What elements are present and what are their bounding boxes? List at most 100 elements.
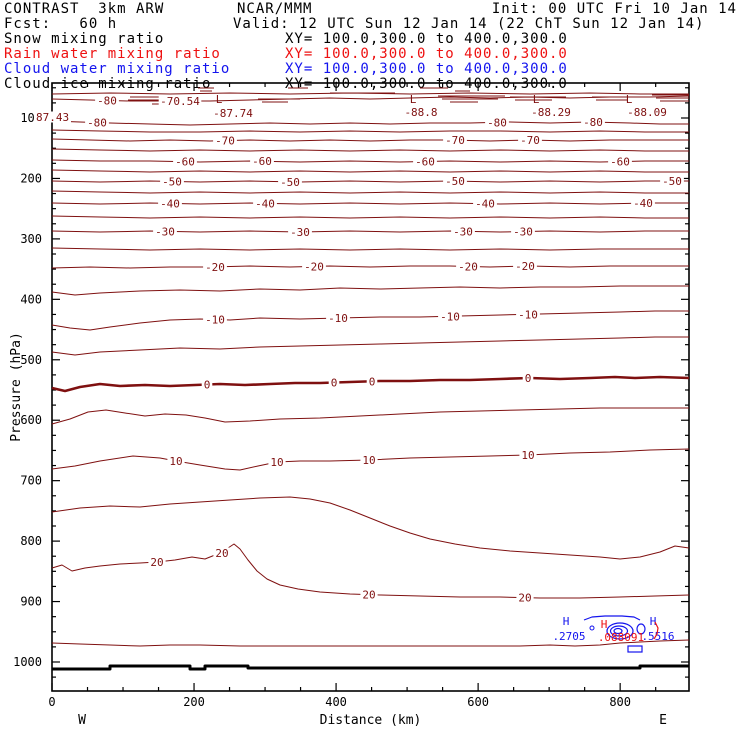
contour-line--75: [51, 129, 689, 133]
contour-label: -30: [453, 225, 473, 238]
contour-label: -40: [255, 197, 275, 210]
y-tick-label: 1000: [13, 655, 42, 669]
contour-line-10: [51, 448, 690, 471]
cloud-water-contour-ellipse: [609, 625, 629, 637]
valid-time: Valid: 12 UTC Sun 12 Jan 14 (22 ChT Sun …: [233, 16, 705, 32]
contour-label-gap: [485, 116, 509, 128]
contour-label: -50: [162, 175, 182, 188]
cloud-water-contour-box: [627, 645, 643, 653]
contour-label: -80: [87, 117, 107, 130]
contour-label-gap: [95, 94, 119, 106]
contour-line--70: [51, 138, 689, 142]
x-tick-label: 800: [609, 695, 631, 709]
extremum-label-gap: [35, 111, 71, 123]
contour-label-gap: [268, 456, 286, 468]
extremum-label-gap: [211, 107, 255, 119]
y-tick-label: 800: [20, 534, 42, 548]
contour-label: -10: [440, 310, 460, 323]
extremum-label-gap: [529, 106, 573, 118]
cloud-water-max-label: .5516: [641, 630, 674, 643]
contour-label-gap: [153, 225, 177, 237]
x-tick-label: 200: [183, 695, 205, 709]
forecast-hour: Fcst: 60 h: [4, 16, 118, 32]
contour-label-gap: [443, 175, 467, 187]
contour-label-gap: [302, 260, 326, 272]
east-marker: E: [659, 713, 667, 728]
contour-line--35: [51, 215, 689, 219]
minimum-value-label: 87.43: [36, 111, 69, 124]
contour-label: -30: [290, 226, 310, 239]
plot-frame: [51, 82, 690, 692]
contour-label-gap: [518, 134, 542, 146]
minimum-value-label: -88.09: [627, 106, 667, 119]
y-tick-label: 200: [20, 171, 42, 185]
contour-label: -30: [155, 225, 175, 238]
rain-water-contour-arc: [653, 621, 659, 640]
contour-line--10: [51, 310, 689, 331]
contour-label-gap: [443, 134, 467, 146]
contour-label: 20: [518, 592, 531, 605]
contour-label: 20: [150, 556, 163, 569]
contour-label-gap: [516, 592, 534, 604]
contour-label: 0: [204, 379, 211, 392]
contour-label-gap: [201, 379, 213, 391]
contour-line--5: [51, 336, 689, 356]
contour-label-gap: [167, 455, 185, 467]
contour-label-gap: [148, 556, 166, 568]
contour-label-gap: [213, 135, 237, 147]
contour-label-gap: [451, 225, 475, 237]
legend-rain-label: Rain water mixing ratio: [4, 46, 221, 62]
contour-label: -10: [518, 308, 538, 321]
contour-line--50: [51, 180, 689, 183]
contour-label-gap: [581, 116, 605, 128]
contour-label-gap: [473, 198, 497, 210]
minimum-value-label: -70.54: [160, 95, 200, 108]
legend-cloud-ice-label: Cloud ice mixing ratio: [4, 76, 212, 92]
contour-label-gap: [85, 117, 109, 129]
rain-water-max-label: H: [601, 618, 608, 631]
contour-line--55: [51, 169, 689, 173]
contour-label-gap: [328, 377, 340, 389]
contour-label: -30: [513, 226, 533, 239]
contour-line-25: [51, 639, 690, 647]
contour-label: -50: [662, 175, 682, 188]
contour-label-gap: [278, 176, 302, 188]
y-tick-label: 600: [20, 413, 42, 427]
x-axis-title: Distance (km): [320, 713, 422, 728]
legend-snow-xy: XY= 100.0,300.0 to 400.0,300.0: [285, 31, 568, 47]
contour-line--65: [51, 148, 689, 152]
contour-label-gap: [173, 156, 197, 168]
contour-label: -60: [252, 155, 272, 168]
contour-line-15: [51, 496, 690, 560]
minimum-value-label: L: [626, 93, 633, 106]
cloud-water-max-label: H: [650, 615, 657, 628]
model-title: CONTRAST 3km ARW: [4, 1, 165, 17]
minimum-value-label: L: [533, 93, 540, 106]
cloud-water-max-label: H: [563, 615, 570, 628]
contour-label-gap: [660, 175, 684, 187]
org-title: NCAR/MMM: [237, 1, 313, 17]
minimum-value-label: -87.74: [213, 107, 253, 120]
contour-label-gap: [203, 314, 227, 325]
contour-label-gap: [511, 226, 535, 238]
contour-line--45: [51, 190, 689, 194]
extremum-label-gap: [158, 95, 202, 107]
cloud-water-max-label: .2705: [552, 630, 585, 643]
legend-rain-xy: XY= 100.0,300.0 to 400.0,300.0: [285, 46, 568, 62]
contour-label: -50: [445, 175, 465, 188]
y-tick-label: 400: [20, 292, 42, 306]
y-tick-label: 300: [20, 232, 42, 246]
contour-line--25: [51, 247, 689, 251]
y-axis-title: Pressure (hPa): [9, 332, 24, 442]
minimum-value-label: -88.29: [531, 106, 571, 119]
contour-label-gap: [326, 312, 350, 324]
contour-label-gap: [519, 449, 537, 461]
contour-label: 10: [169, 455, 182, 468]
contour-label: -80: [487, 116, 507, 129]
contour-label: -60: [175, 156, 195, 169]
contour-label-gap: [203, 261, 227, 273]
contour-label-gap: [213, 547, 231, 559]
contour-label: -80: [583, 116, 603, 129]
y-tick-label: 900: [20, 595, 42, 609]
